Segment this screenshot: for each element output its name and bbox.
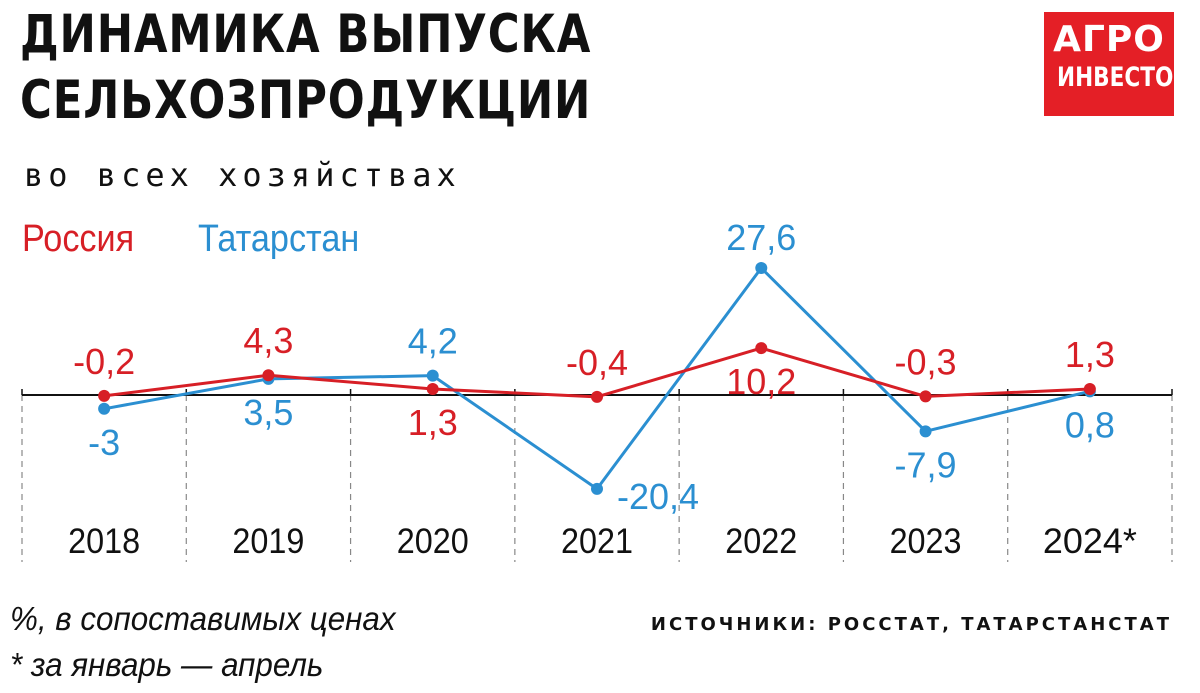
source-note: ИСТОЧНИКИ: РОССТАТ, ТАТАРСТАНСТАТ [650,614,1172,635]
x-tick-label: 2018 [68,522,140,561]
russia-data-point [591,390,603,403]
russia-data-label: -0,3 [895,341,957,382]
tatarstan-data-point [919,425,932,438]
legend-russia: Россия [22,218,135,260]
tatarstan-data-point [426,369,439,382]
title-line-2: СЕЛЬХОЗПРОДУКЦИИ [20,70,592,131]
title-line-1: ДИНАМИКА ВЫПУСКА [20,4,592,65]
tatarstan-data-point [591,482,603,495]
agroinvestor-logo: АГРО ИНВЕСТОР [1044,12,1174,116]
x-tick-label: 2023 [890,522,962,561]
chart-title: ДИНАМИКА ВЫПУСКА СЕЛЬХОЗПРОДУКЦИИ [20,2,591,134]
tatarstan-data-point [98,402,111,415]
x-tick-label: 2019 [232,522,304,561]
chart-subtitle: во всех хозяйствах [24,156,461,194]
russia-data-point [262,369,275,382]
russia-data-point [426,383,439,396]
tatarstan-data-label: 3,5 [243,392,293,433]
logo-text-agro: АГРО [1053,19,1165,60]
tatarstan-data-label: -20,4 [617,476,699,517]
line-chart: 2018 2019 2020 2021 2022 2023 2024* -0,2 -3 4,3 3,… [21,217,1173,562]
tatarstan-data-label: -3 [88,422,120,463]
russia-data-point [919,390,932,403]
x-tick-label: 2020 [397,522,469,561]
x-tick-label: 2024* [1043,522,1137,561]
period-footnote: * за январь — апрель [10,646,324,683]
russia-data-label: 1,3 [408,402,458,443]
tatarstan-data-label: -7,9 [895,444,957,485]
units-note: %, в сопоставимых ценах [10,600,396,637]
tatarstan-data-point [755,262,768,275]
russia-data-label: 10,2 [726,361,796,402]
russia-data-point [1083,383,1096,396]
legend-tatarstan: Татарстан [198,218,360,260]
x-tick-label: 2022 [725,522,797,561]
tatarstan-data-label: 27,6 [726,217,796,258]
russia-data-label: -0,2 [73,341,135,382]
x-tick-label: 2021 [561,522,633,561]
russia-data-point [98,389,111,402]
tatarstan-data-label: 0,8 [1065,404,1115,445]
russia-data-point [755,342,768,355]
russia-data-label: 4,3 [243,320,293,361]
russia-data-label: -0,4 [566,342,628,383]
russia-data-label: 1,3 [1065,334,1115,375]
tatarstan-data-label: 4,2 [408,321,458,362]
logo-text-investor: ИНВЕСТОР [1057,62,1174,93]
